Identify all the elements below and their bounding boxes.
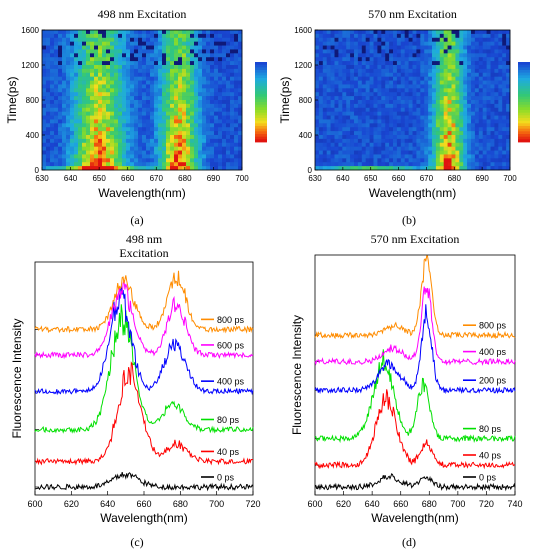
legend-label: 200 ps xyxy=(479,376,507,386)
legend-label: 40 ps xyxy=(479,451,502,461)
legend-label: 400 ps xyxy=(479,347,507,357)
x-tick-label: 640 xyxy=(100,499,115,509)
x-tick-label: 630 xyxy=(35,174,49,183)
x-tick-label: 650 xyxy=(92,174,106,183)
legend-label: 80 ps xyxy=(479,424,502,434)
y-axis-label: Time(ps) xyxy=(5,77,19,124)
x-tick-label: 700 xyxy=(235,174,249,183)
x-axis-label: Wavelength(nm) xyxy=(371,511,459,525)
series-line xyxy=(314,349,516,444)
chart-title: 498 nm Excitation xyxy=(98,7,187,21)
x-tick-label: 620 xyxy=(64,499,79,509)
x-tick-label: 690 xyxy=(207,174,221,183)
y-tick-label: 1200 xyxy=(294,61,312,70)
y-tick-label: 800 xyxy=(299,96,313,105)
x-tick-label: 650 xyxy=(364,174,378,183)
y-tick-label: 1600 xyxy=(294,26,312,35)
x-tick-label: 700 xyxy=(450,499,465,509)
chart-title: 570 nm Excitation xyxy=(368,7,457,21)
series-line xyxy=(34,361,254,466)
y-axis-label: Fluorescence Intensity xyxy=(10,318,24,438)
series-line xyxy=(34,279,254,360)
legend-label: 0 ps xyxy=(479,473,497,483)
caption-c: (c) xyxy=(130,535,143,549)
series-line xyxy=(314,473,516,492)
legend-label: 800 ps xyxy=(479,321,507,331)
caption-a: (a) xyxy=(130,213,143,227)
y-tick-label: 400 xyxy=(299,131,313,140)
chart-title: 570 nm Excitation xyxy=(371,232,460,246)
series-line xyxy=(34,304,254,434)
x-tick-label: 720 xyxy=(245,499,260,509)
chart-title: 498 nm xyxy=(126,232,163,246)
x-tick-label: 660 xyxy=(136,499,151,509)
y-tick-label: 1200 xyxy=(21,61,39,70)
y-tick-label: 800 xyxy=(26,96,40,105)
caption-d: (d) xyxy=(402,535,416,549)
y-tick-label: 0 xyxy=(35,166,40,175)
x-tick-label: 740 xyxy=(507,499,522,509)
x-tick-label: 640 xyxy=(64,174,78,183)
legend-label: 80 ps xyxy=(217,415,240,425)
x-tick-label: 600 xyxy=(307,499,322,509)
x-tick-label: 620 xyxy=(336,499,351,509)
legend-label: 600 ps xyxy=(217,340,245,350)
y-tick-label: 0 xyxy=(308,166,313,175)
colorbar xyxy=(255,62,267,143)
y-axis-label: Time(ps) xyxy=(278,77,292,124)
x-axis-label: Wavelength(nm) xyxy=(369,186,457,200)
legend-label: 400 ps xyxy=(217,377,245,387)
panel-b: 570 nm Excitation 630 640 650 660 670 680 690 70… xyxy=(278,7,530,200)
series-line xyxy=(314,286,516,366)
panel-a: 498 nm Excitation 630 640 650 660 670 680 690 70… xyxy=(5,7,267,200)
plot-frame xyxy=(314,254,516,496)
heatmap-cells xyxy=(42,30,243,171)
panel-d: 570 nm Excitation 600 620 640 660 680 700 720 74… xyxy=(290,232,523,525)
y-tick-label: 400 xyxy=(26,131,40,140)
caption-b: (b) xyxy=(402,213,416,227)
x-tick-label: 630 xyxy=(308,174,322,183)
x-tick-label: 670 xyxy=(150,174,164,183)
colorbar xyxy=(518,62,530,143)
x-tick-label: 720 xyxy=(479,499,494,509)
series-line xyxy=(314,255,516,340)
chart-title: Excitation xyxy=(119,246,168,260)
x-tick-label: 700 xyxy=(503,174,517,183)
series-line xyxy=(314,304,516,395)
x-axis-label: Wavelength(nm) xyxy=(100,511,188,525)
y-tick-label: 1600 xyxy=(21,26,39,35)
x-tick-label: 680 xyxy=(448,174,462,183)
x-tick-label: 680 xyxy=(422,499,437,509)
x-tick-label: 600 xyxy=(27,499,42,509)
y-axis-label: Fluorescence Intensity xyxy=(290,315,304,435)
series-line xyxy=(35,471,254,492)
x-tick-label: 660 xyxy=(121,174,135,183)
legend-label: 40 ps xyxy=(217,447,240,457)
x-tick-label: 640 xyxy=(365,499,380,509)
series-line xyxy=(314,389,516,470)
x-axis-label: Wavelength(nm) xyxy=(98,186,186,200)
x-tick-label: 640 xyxy=(336,174,350,183)
x-tick-label: 660 xyxy=(392,174,406,183)
legend-label: 0 ps xyxy=(217,473,235,483)
legend-label: 800 ps xyxy=(217,315,245,325)
x-tick-label: 700 xyxy=(209,499,224,509)
heatmap-cells xyxy=(315,30,511,171)
x-tick-label: 680 xyxy=(173,499,188,509)
x-tick-label: 690 xyxy=(475,174,489,183)
x-tick-label: 670 xyxy=(420,174,434,183)
series-line xyxy=(34,285,254,396)
series-line xyxy=(34,270,254,334)
x-tick-label: 660 xyxy=(393,499,408,509)
x-tick-label: 680 xyxy=(178,174,192,183)
